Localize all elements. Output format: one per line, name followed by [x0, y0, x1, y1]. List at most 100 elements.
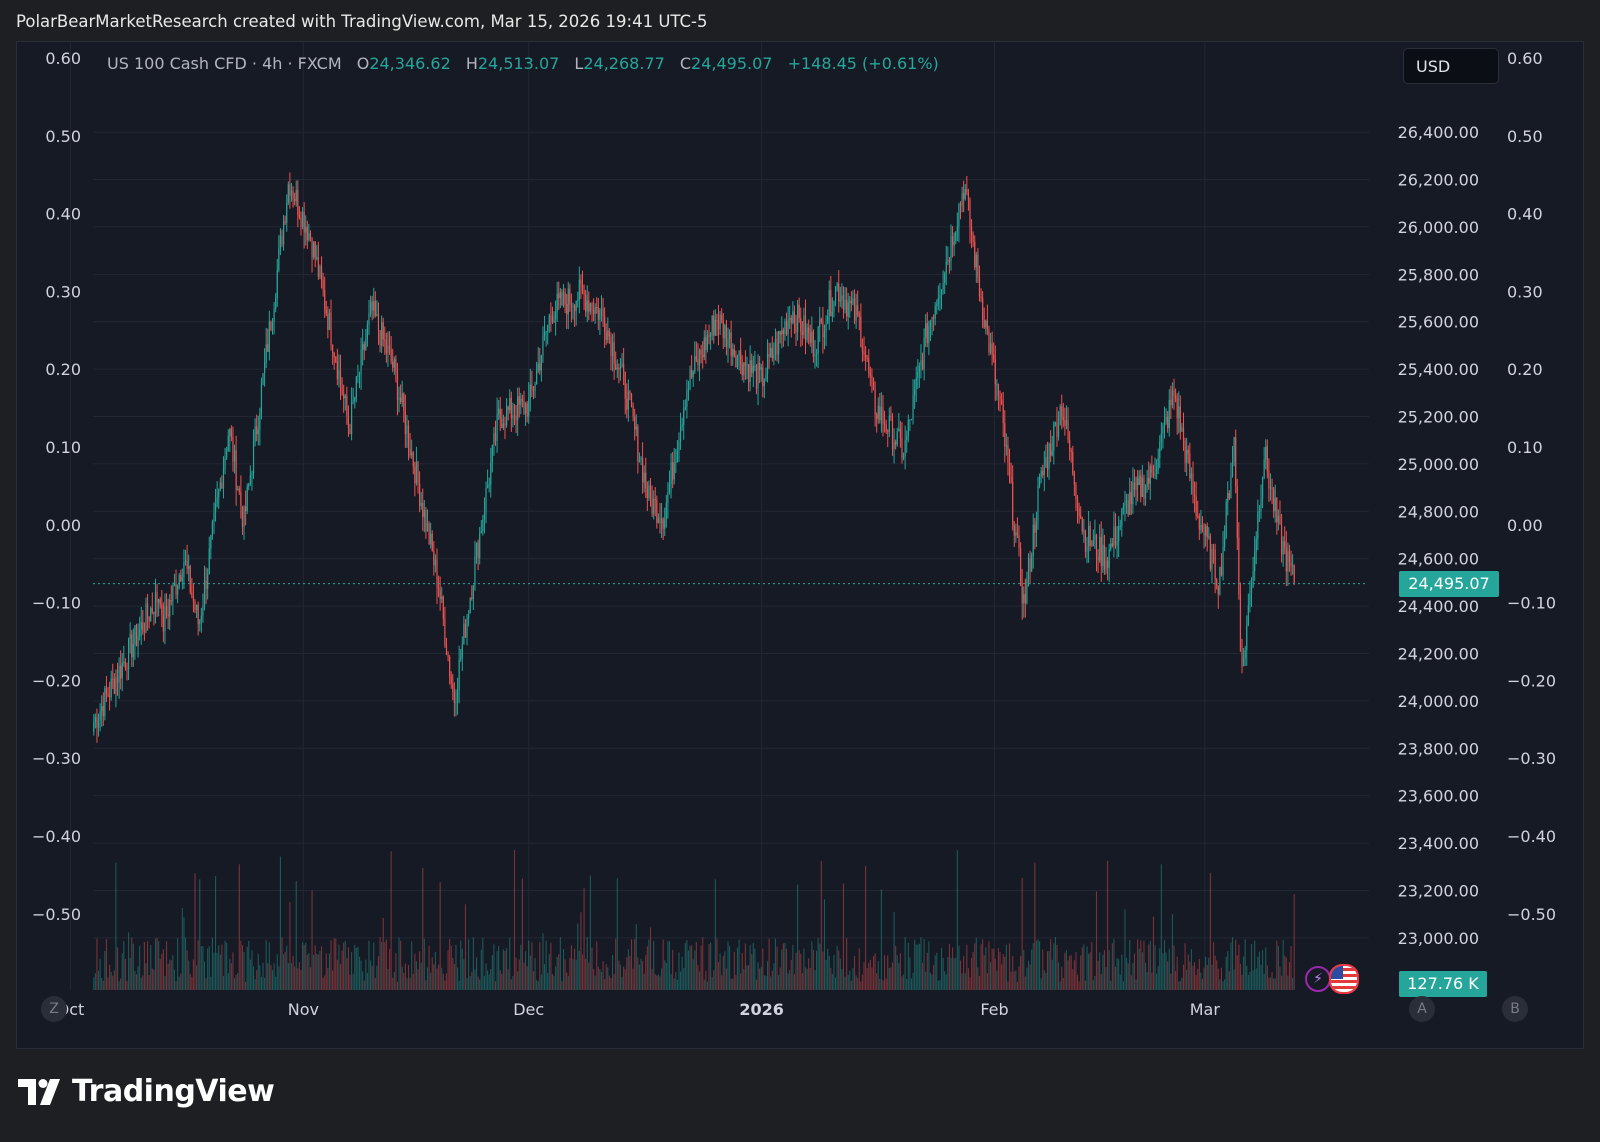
volume-bar: [311, 890, 313, 990]
candle-body: [991, 343, 993, 356]
us-flag-icon[interactable]: [1329, 964, 1359, 994]
volume-bar: [290, 963, 293, 990]
price-chart[interactable]: 0.600.500.400.300.200.100.00−0.10−0.20−0…: [17, 42, 1583, 1048]
candle-body: [963, 192, 965, 200]
scale-z-button[interactable]: Z: [41, 996, 67, 1022]
volume-bar: [975, 937, 977, 990]
volume-bar: [564, 959, 566, 990]
candle-body: [224, 457, 226, 469]
candle-body: [740, 350, 742, 365]
candle-body: [556, 293, 558, 312]
candle-body: [251, 473, 253, 476]
candle-body: [1132, 482, 1134, 505]
candle-body: [926, 323, 928, 343]
candle-body: [1197, 516, 1199, 518]
volume-bar: [759, 968, 761, 990]
candle-body: [999, 395, 1001, 400]
candle-body: [270, 321, 272, 331]
candle-body: [641, 458, 644, 483]
candle-body: [610, 336, 612, 356]
volume-bar: [528, 940, 530, 990]
candle-body: [691, 369, 693, 378]
tradingview-brand[interactable]: TradingView: [18, 1074, 275, 1109]
candle-body: [1072, 452, 1074, 474]
candle-body: [651, 498, 653, 514]
candle-body: [294, 198, 296, 202]
volume-bar: [781, 949, 783, 990]
left-scale-label: −0.40: [32, 827, 81, 846]
candle-body: [1182, 427, 1185, 441]
candle-body: [939, 294, 941, 299]
volume-bar: [99, 958, 101, 990]
candle-body: [817, 327, 819, 354]
volume-bar: [1130, 975, 1132, 990]
volume-bar: [814, 969, 816, 990]
candle-body: [1171, 390, 1174, 405]
volume-bar: [96, 938, 98, 990]
volume-bar: [366, 972, 368, 990]
candle-body: [1092, 539, 1094, 546]
volume-bar: [1073, 960, 1075, 990]
volume-bar: [1282, 939, 1284, 990]
volume-bar: [1119, 974, 1121, 990]
candle-body: [819, 319, 821, 328]
scale-b-button[interactable]: B: [1502, 996, 1528, 1022]
volume-bar: [1100, 973, 1102, 990]
symbol-legend[interactable]: US 100 Cash CFD · 4h · FXCM O24,346.62 H…: [107, 54, 939, 73]
candle-body: [456, 690, 459, 703]
candle-body: [689, 369, 691, 390]
candle-body: [1292, 565, 1294, 567]
candle-body: [257, 429, 259, 435]
candle-body: [1212, 549, 1215, 551]
volume-bar: [328, 953, 330, 990]
candle-body: [123, 661, 125, 663]
volume-bar: [469, 976, 471, 990]
candle-body: [1165, 416, 1167, 422]
volume-bar: [1197, 968, 1199, 990]
volume-bar: [1254, 940, 1256, 990]
volume-bar: [494, 981, 497, 990]
candle-body: [1102, 544, 1104, 566]
chart-panel[interactable]: 0.60 0.50 0.40 0.30 0.20 0.10 0.00 −0.10 −0.20 −0…: [16, 41, 1584, 1049]
candle-body: [113, 678, 115, 694]
volume-bar: [836, 945, 838, 990]
candle-body: [811, 331, 813, 343]
candle-body: [102, 706, 104, 717]
high-value: 24,513.07: [477, 54, 560, 73]
candle-body: [855, 305, 857, 321]
volume-bar: [593, 969, 595, 990]
candle-body: [1190, 473, 1193, 479]
candle-body: [548, 315, 550, 325]
candle-body: [126, 668, 128, 670]
candle-body: [1061, 406, 1063, 417]
volume-bar: [1198, 958, 1200, 990]
candle-body: [230, 428, 232, 438]
candle-body: [904, 440, 906, 457]
volume-bar: [1231, 937, 1234, 990]
right-scale-axis[interactable]: 0.600.500.400.300.200.100.00−0.10−0.20−0…: [1507, 49, 1556, 924]
volume-bar: [227, 973, 229, 990]
candle-body: [619, 367, 622, 370]
candle-body: [135, 625, 138, 647]
auto-scale-button[interactable]: A: [1409, 996, 1435, 1022]
left-scale-axis[interactable]: 0.600.500.400.300.200.100.00−0.10−0.20−0…: [32, 49, 81, 924]
volume-bar: [194, 873, 196, 990]
symbol-title[interactable]: US 100 Cash CFD · 4h · FXCM: [107, 54, 342, 73]
volume-bar: [1168, 948, 1170, 990]
volume-bar: [518, 959, 520, 990]
volume-bar: [449, 938, 451, 990]
candle-body: [1244, 650, 1246, 659]
lightning-icon[interactable]: ⚡: [1305, 966, 1331, 992]
candle-body: [262, 373, 264, 385]
price-scale-axis[interactable]: 26,400.0026,200.0026,000.0025,800.0025,6…: [1398, 123, 1479, 948]
volume-bar: [390, 851, 392, 990]
volume-bar: [1167, 961, 1169, 990]
price-tick-label: 24,800.00: [1398, 502, 1479, 521]
currency-button[interactable]: USD: [1403, 48, 1499, 84]
volume-bar: [697, 965, 699, 990]
time-scale-axis[interactable]: Oct Nov Dec 2026 Feb Mar: [57, 1000, 1221, 1019]
volume-bar: [725, 968, 727, 990]
volume-bar: [602, 961, 604, 990]
volume-bar: [1214, 955, 1216, 990]
candle-body: [1103, 544, 1106, 570]
